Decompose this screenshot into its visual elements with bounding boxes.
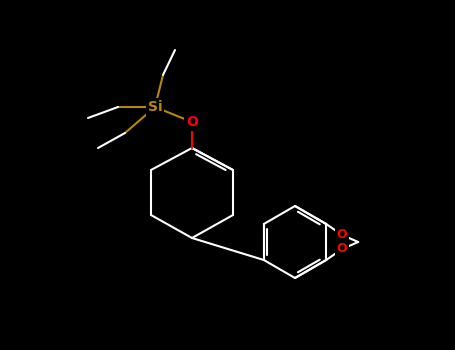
Text: Si: Si [148, 100, 162, 114]
Text: O: O [337, 229, 348, 241]
Text: O: O [186, 115, 198, 129]
Text: O: O [337, 243, 348, 256]
